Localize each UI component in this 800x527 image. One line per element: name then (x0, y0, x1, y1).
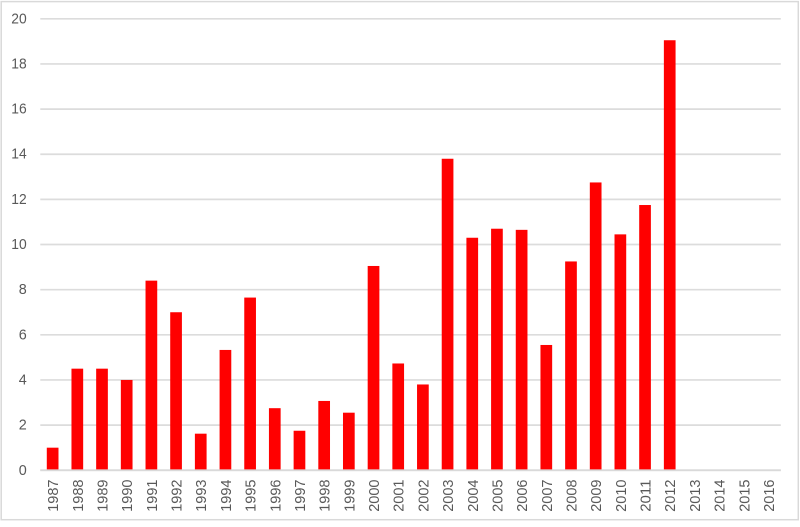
svg-text:2010: 2010 (614, 480, 630, 512)
svg-text:2013: 2013 (688, 480, 704, 512)
svg-text:2004: 2004 (466, 480, 482, 512)
svg-text:2003: 2003 (441, 480, 457, 512)
svg-text:10: 10 (11, 237, 26, 253)
svg-text:2001: 2001 (392, 480, 408, 512)
svg-text:12: 12 (11, 192, 26, 208)
svg-text:2014: 2014 (713, 480, 729, 512)
svg-text:1995: 1995 (244, 480, 260, 512)
svg-text:1998: 1998 (318, 480, 334, 512)
svg-text:1992: 1992 (170, 480, 186, 512)
svg-text:1990: 1990 (120, 480, 136, 512)
svg-text:2002: 2002 (416, 480, 432, 512)
svg-text:2012: 2012 (663, 480, 679, 512)
svg-text:1997: 1997 (293, 480, 309, 512)
svg-text:2009: 2009 (589, 480, 605, 512)
svg-text:8: 8 (19, 282, 27, 298)
svg-text:1988: 1988 (71, 480, 87, 512)
svg-text:2016: 2016 (762, 480, 778, 512)
svg-text:1999: 1999 (342, 480, 358, 512)
svg-text:2: 2 (19, 418, 27, 434)
svg-text:18: 18 (11, 56, 26, 72)
svg-text:20: 20 (11, 11, 26, 27)
svg-text:1989: 1989 (96, 480, 112, 512)
svg-text:0: 0 (19, 463, 27, 479)
svg-text:14: 14 (11, 147, 26, 163)
svg-text:6: 6 (19, 327, 27, 343)
svg-text:16: 16 (11, 102, 26, 118)
svg-text:2015: 2015 (737, 480, 753, 512)
svg-text:2006: 2006 (515, 480, 531, 512)
svg-text:2008: 2008 (564, 480, 580, 512)
svg-text:1993: 1993 (194, 480, 210, 512)
svg-text:4: 4 (19, 372, 27, 388)
svg-text:2005: 2005 (490, 480, 506, 512)
svg-text:1994: 1994 (219, 480, 235, 512)
svg-text:2007: 2007 (540, 480, 556, 512)
svg-text:1987: 1987 (46, 480, 62, 512)
svg-text:1996: 1996 (268, 480, 284, 512)
svg-text:2011: 2011 (639, 480, 655, 512)
svg-text:2000: 2000 (367, 480, 383, 512)
svg-text:1991: 1991 (145, 480, 161, 512)
